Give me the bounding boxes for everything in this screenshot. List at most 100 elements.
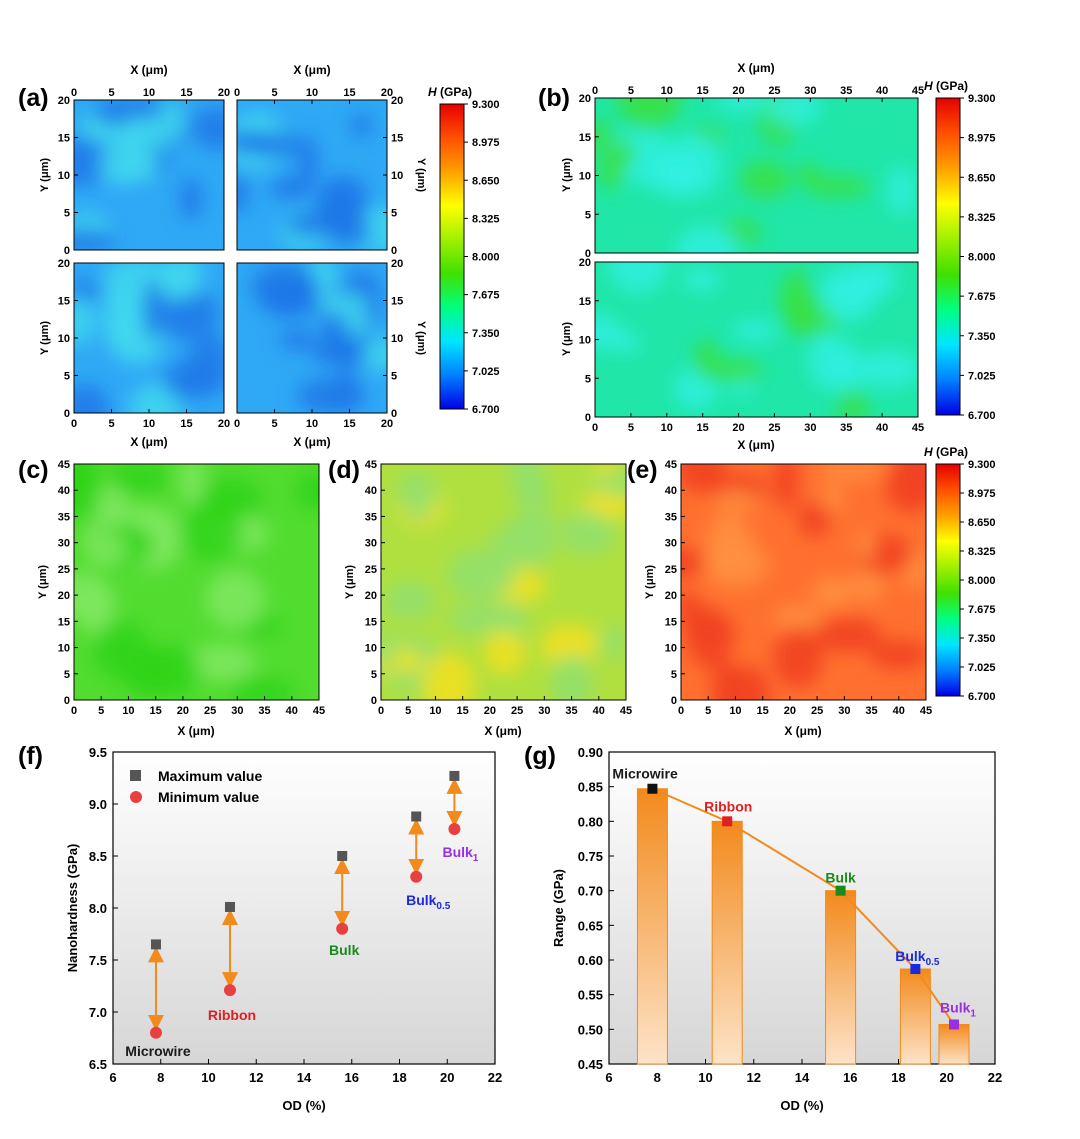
panel-a-map1-blob [74, 228, 117, 250]
colorbar-e-tick-label: 8.325 [968, 546, 996, 558]
panel-g-label-bulk1-text: Bulk [940, 999, 971, 1015]
panel-g-marker [948, 1019, 959, 1030]
panel-g-ytick-label: 0.70 [578, 884, 603, 899]
panel-b-map2-blob [837, 389, 869, 417]
panel-c-ytick-label: 5 [64, 669, 70, 681]
panel-a-upper-right-ytick-label: 10 [391, 170, 403, 182]
panel-a-lower-right-ytick-label: 5 [391, 371, 397, 383]
panel-c-xtick-label: 20 [177, 705, 189, 717]
panel-a-lower-left-ytick-label: 15 [58, 296, 70, 308]
panel-d-ytick-label: 0 [371, 695, 377, 707]
panel-a-top-right-xtick-label: 20 [381, 87, 393, 99]
panel-a-map3-blob [142, 279, 164, 342]
panel-b-top-xtick-label: 15 [697, 85, 709, 97]
panel-d-heatmap [381, 464, 626, 700]
panel-d-ylabel: Y (μm) [344, 565, 356, 599]
panel-a-top-right-xtick-label: 10 [306, 87, 318, 99]
panel-b-map1-blobs [595, 98, 916, 253]
colorbar-a-bar [439, 103, 465, 410]
panel-b-bottom-xtick-label: 15 [697, 422, 709, 434]
panel-e-ytick-label: 15 [665, 616, 677, 628]
panel-a-lower-right-ytick-label: 10 [391, 333, 403, 345]
panel-f-label-bulk: Bulk [329, 942, 360, 958]
panel-f-xtick-label: 14 [297, 1070, 312, 1085]
panel-e-ytick-label: 10 [665, 643, 677, 655]
panel-label-d: (d) [328, 456, 360, 484]
colorbar-e-title: H (GPa) [924, 445, 968, 459]
colorbar-a-title-symbol: H [428, 85, 437, 99]
panel-f-legend-min-swatch [130, 791, 142, 803]
panel-e-blob [711, 661, 744, 700]
panel-a-ylabel-upper: Y (μm) [39, 158, 51, 192]
panel-e-blob [773, 464, 799, 511]
panel-f-label-bulk05: Bulk0.5 [406, 892, 451, 912]
panel-g-bar [711, 820, 743, 1065]
panel-b-bottom-xtick-label: 45 [912, 422, 924, 434]
panel-g-xtick-label: 14 [795, 1070, 810, 1085]
panel-label-a: (a) [18, 84, 49, 112]
panel-a-top-left-xtick-label: 20 [218, 87, 230, 99]
panel-a-bottom-right-xtick-label: 20 [381, 418, 393, 430]
panel-f-ytick-label: 9.0 [89, 797, 107, 812]
panel-b-bottom-xtick-label: 5 [628, 422, 634, 434]
colorbar-b-title-symbol: H [924, 79, 933, 93]
panel-a-bottom-right-xtick-label: 0 [234, 418, 240, 430]
colorbar-b-bar [935, 97, 961, 416]
panel-b-ylabel-lower: Y (μm) [561, 322, 573, 356]
panel-a-upper-right-ytick-label: 15 [391, 133, 403, 145]
panel-e-ytick-label: 30 [665, 538, 677, 550]
panel-c-blob [205, 569, 265, 630]
panel-a-xlabel-top-left: X (μm) [130, 63, 167, 77]
panel-a-map1-blob [156, 100, 188, 141]
panel-d-xtick-label: 10 [429, 705, 441, 717]
panel-d-xtick-label: 0 [378, 705, 384, 717]
panel-c-xtick-label: 10 [122, 705, 134, 717]
panel-f-ytick-label: 6.5 [89, 1057, 107, 1072]
panel-c-blob [179, 464, 206, 504]
colorbar-b-title-unit: (GPa) [933, 79, 968, 93]
panel-g-marker [722, 816, 733, 827]
panel-d-xtick-label: 45 [620, 705, 632, 717]
panel-a-map3-blobs [74, 263, 224, 413]
panel-e-blob [901, 464, 926, 499]
panel-d-blob [401, 472, 437, 522]
panel-d-xtick-label: 30 [538, 705, 550, 717]
panel-b-top-xtick-label: 40 [876, 85, 888, 97]
panel-a-lower-left-ytick-label: 20 [58, 258, 70, 270]
panel-a-upper-right-ytick-label: 20 [391, 95, 403, 107]
panel-d-ytick-label: 20 [365, 590, 377, 602]
panel-a-map1-heatmap [74, 100, 224, 250]
panel-e-blob [797, 501, 831, 538]
panel-d-frame [380, 463, 627, 701]
colorbar-a-tick-label: 7.350 [472, 328, 500, 340]
panel-d-blob [551, 654, 593, 700]
panel-g-label-bulk05: Bulk0.5 [895, 948, 940, 968]
panel-c-blob [93, 482, 128, 525]
panel-c-ytick-label: 15 [58, 616, 70, 628]
panel-a-ylabel-lower-right: Y (μm) [415, 321, 427, 355]
panel-a-map2-blob [240, 131, 303, 158]
panel-d-blob [542, 624, 599, 651]
panel-d-ytick-label: 15 [365, 616, 377, 628]
panel-a-bottom-right-xtick-label: 10 [306, 418, 318, 430]
panel-label-g: (g) [524, 742, 556, 770]
panel-e-blob [813, 616, 882, 653]
panel-d-ytick-label: 45 [365, 459, 377, 471]
panel-a-lower-left-ytick-label: 10 [58, 333, 70, 345]
panel-a-map2-blob [269, 175, 313, 200]
panel-g-ytick-label: 0.85 [578, 780, 603, 795]
panel-d-blob [381, 630, 396, 672]
panel-f-max-marker [411, 811, 422, 822]
panel-f-xtick-label: 18 [392, 1070, 406, 1085]
panel-c-blob [93, 620, 151, 680]
panel-c-ytick-label: 20 [58, 590, 70, 602]
panel-a-map4-heatmap [237, 263, 387, 413]
panel-b-map2-blob [731, 320, 780, 342]
panel-a-map4-blob [317, 291, 369, 318]
panel-g-ytick-label: 0.90 [578, 745, 603, 760]
panel-e-heatmap [681, 464, 926, 700]
panel-b-ylabel-upper: Y (μm) [561, 158, 573, 192]
panel-a-map4-blob [278, 328, 316, 351]
panel-g-label-ribbon-text: Ribbon [704, 798, 752, 814]
panel-c-xtick-label: 45 [313, 705, 325, 717]
